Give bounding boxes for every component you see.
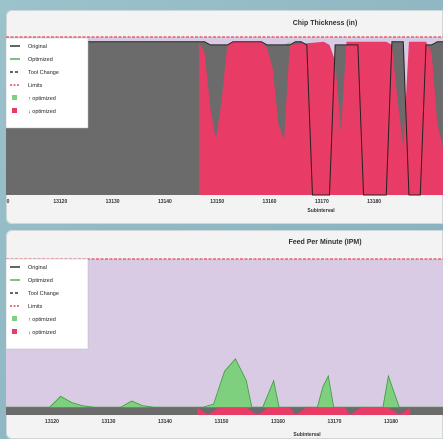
legend: Original Optimized Tool Change Limits ↑ opti… — [6, 258, 89, 350]
x-tick-label: 13150 — [215, 419, 229, 425]
optimized-area — [6, 358, 443, 415]
legend-swatch — [12, 108, 17, 113]
chip-thickness-chart: Chip Thickness (in) 0 13120 13130 13140 13150… — [6, 20, 443, 214]
optimized-line — [6, 358, 443, 408]
x-tick-label: 13180 — [384, 419, 398, 425]
x-tick-label: 0 — [7, 199, 10, 205]
feed-per-minute-panel: Feed Per Minute (IPM) 13120 13130 13140 1315… — [6, 230, 443, 439]
x-tick-label: 13140 — [158, 419, 172, 425]
x-tick-label: 13150 — [210, 199, 224, 205]
legend-item-label: Original — [28, 44, 47, 50]
x-axis-label: Subinterval — [307, 208, 335, 214]
legend-item-label: Tool Change — [28, 70, 59, 76]
x-tick-label: 13170 — [315, 199, 329, 205]
legend-box — [6, 37, 89, 129]
legend-item-label: ↑ optimized — [28, 317, 56, 323]
feed-per-minute-chart: Feed Per Minute (IPM) 13120 13130 13140 1315… — [6, 239, 443, 438]
legend-swatch — [12, 95, 17, 100]
decreased-area — [197, 407, 411, 415]
x-tick-label: 13120 — [53, 199, 67, 205]
legend-item-label: ↑ optimized — [28, 96, 56, 102]
original-line — [6, 41, 443, 196]
x-tick-label: 13130 — [106, 199, 120, 205]
legend-item-label: Optimized — [28, 57, 53, 63]
decreased-area — [198, 41, 443, 196]
chart-title: Feed Per Minute (IPM) — [288, 239, 361, 246]
legend-item-label: Optimized — [28, 278, 53, 284]
x-tick-label: 13160 — [263, 199, 277, 205]
x-tick-label: 13130 — [102, 419, 116, 425]
legend-item-label: Limits — [28, 304, 43, 310]
chart-title: Chip Thickness (in) — [293, 20, 358, 27]
x-tick-label: 13140 — [158, 199, 172, 205]
legend: Original Optimized Tool Change Limits ↑ opti… — [6, 37, 89, 129]
legend-item-label: Original — [28, 265, 47, 271]
x-tick-label: 13170 — [328, 419, 342, 425]
legend-item-label: ↓ optimized — [28, 330, 56, 336]
legend-box — [6, 258, 89, 350]
legend-item-label: ↓ optimized — [28, 109, 56, 115]
legend-swatch — [12, 316, 17, 321]
x-tick-label: 13180 — [367, 199, 381, 205]
legend-swatch — [12, 329, 17, 334]
legend-item-label: Limits — [28, 83, 43, 89]
x-tick-label: 13120 — [45, 419, 59, 425]
legend-item-label: Tool Change — [28, 291, 59, 297]
x-tick-label: 13160 — [271, 419, 285, 425]
x-axis-label: Subinterval — [293, 432, 321, 438]
chip-thickness-panel: Chip Thickness (in) 0 13120 13130 13140 13150… — [6, 10, 443, 224]
